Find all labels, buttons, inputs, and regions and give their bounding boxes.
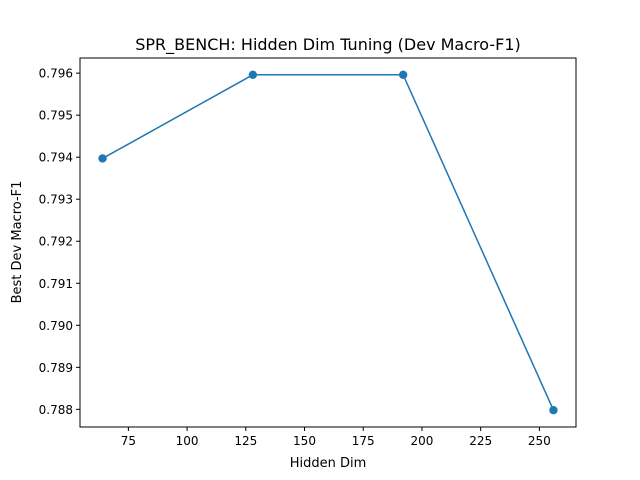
y-tick-label: 0.793 [39, 193, 73, 207]
x-axis-label: Hidden Dim [290, 456, 367, 471]
x-tick-label: 200 [410, 434, 433, 448]
x-tick-label: 150 [293, 434, 316, 448]
y-tick-label: 0.796 [39, 67, 73, 81]
y-tick-label: 0.794 [39, 151, 73, 165]
y-tick-label: 0.790 [39, 319, 73, 333]
x-axis-ticks: 75 100 125 150 175 200 225 250 [121, 427, 551, 448]
x-tick-label: 100 [176, 434, 199, 448]
data-point [549, 405, 558, 415]
x-tick-label: 250 [528, 434, 551, 448]
data-point [248, 70, 258, 80]
x-tick-label: 225 [469, 434, 492, 448]
y-tick-label: 0.792 [39, 235, 73, 249]
chart-title: SPR_BENCH: Hidden Dim Tuning (Dev Macro-… [135, 35, 520, 55]
y-tick-label: 0.788 [39, 403, 73, 417]
x-tick-label: 125 [234, 434, 257, 448]
plot-area-frame [79, 57, 577, 428]
x-tick-label: 75 [121, 434, 136, 448]
y-axis-ticks: 0.788 0.789 0.790 0.791 0.792 0.793 0.794 0.795… [39, 67, 80, 417]
y-tick-label: 0.795 [39, 109, 73, 123]
series-line [102, 74, 555, 411]
data-point [398, 70, 408, 80]
data-point [98, 154, 107, 163]
y-axis-label: Best Dev Macro-F1 [10, 181, 25, 304]
x-tick-label: 175 [352, 434, 375, 448]
y-tick-label: 0.791 [39, 277, 73, 291]
series-markers [98, 70, 558, 415]
y-tick-label: 0.789 [39, 361, 73, 375]
